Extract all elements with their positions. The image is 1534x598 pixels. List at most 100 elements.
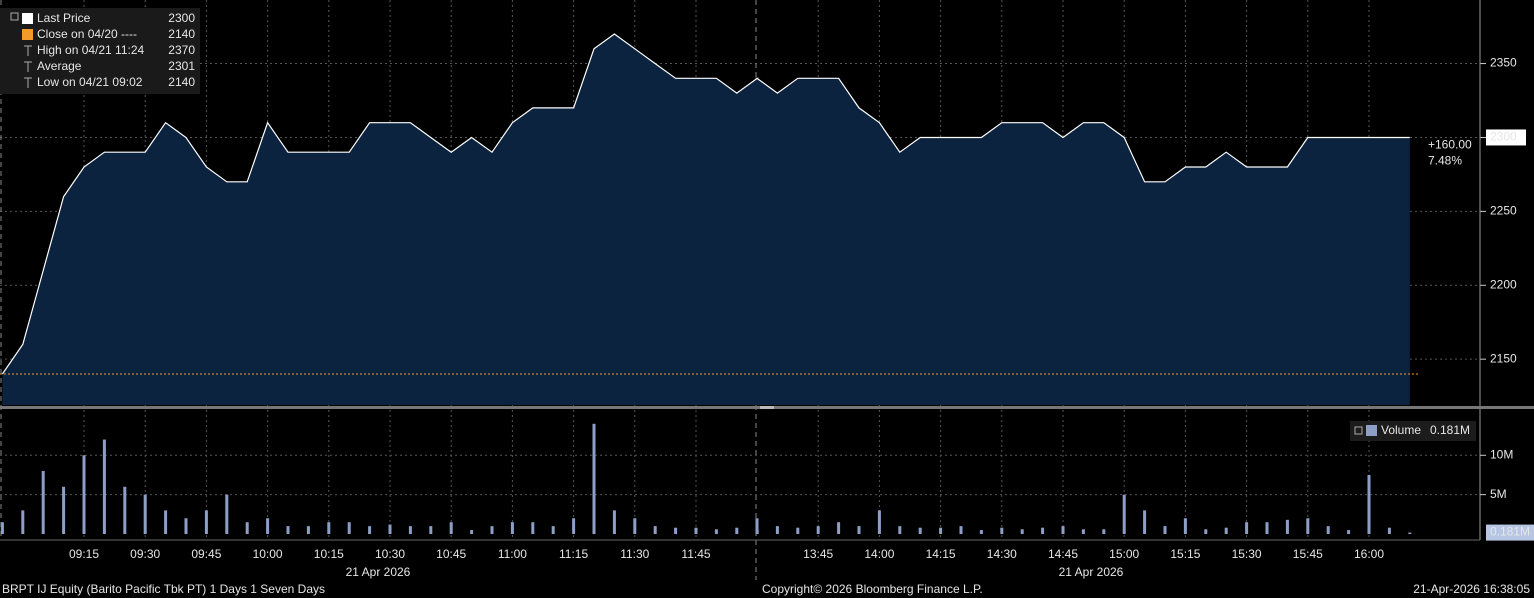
volume-bar	[1204, 529, 1208, 534]
volume-legend-name: Volume	[1381, 423, 1421, 437]
volume-bar	[510, 522, 514, 534]
volume-bar	[41, 471, 45, 534]
legend-value: 2370	[168, 43, 195, 57]
x-tick-label: 09:45	[191, 547, 221, 561]
volume-bar	[470, 530, 474, 534]
x-tick-label: 14:30	[987, 547, 1017, 561]
volume-bar	[1265, 522, 1269, 534]
x-tick-label: 15:15	[1170, 547, 1200, 561]
x-tick-label: 11:45	[681, 547, 710, 561]
volume-bar	[857, 526, 861, 534]
volume-bar	[674, 527, 678, 534]
volume-bar	[1081, 529, 1085, 534]
legend-value: 2301	[168, 59, 195, 73]
x-tick-label: 09:30	[130, 547, 160, 561]
volume-bar	[653, 526, 657, 534]
volume-bar	[1183, 518, 1187, 534]
x-tick-label: 11:30	[620, 547, 649, 561]
volume-bar	[775, 526, 779, 534]
y-tick-label: 2200	[1490, 277, 1517, 291]
volume-bar	[1041, 527, 1045, 534]
volume-bar	[898, 526, 902, 534]
x-tick-label: 14:45	[1048, 547, 1078, 561]
volume-bar	[184, 518, 188, 534]
volume-bar	[123, 486, 127, 534]
y-tick-label: 2250	[1490, 204, 1517, 218]
x-tick-label: 09:15	[69, 547, 99, 561]
volume-bar	[1102, 529, 1106, 534]
volume-bar	[327, 522, 331, 534]
x-tick-label: 11:00	[498, 547, 527, 561]
legend-label: Last Price	[37, 11, 91, 25]
volume-bar	[979, 530, 983, 534]
last-price-box	[1486, 129, 1526, 146]
price-area	[2, 34, 1410, 405]
x-tick-label: 15:00	[1109, 547, 1139, 561]
volume-bar	[796, 527, 800, 534]
volume-bar	[633, 518, 637, 534]
y-tick-label: 2300	[1490, 130, 1517, 144]
volume-bar	[1143, 510, 1147, 534]
volume-bar	[368, 526, 372, 534]
legend-icon	[24, 45, 32, 56]
legend-value: 2300	[168, 11, 195, 25]
volume-bar	[551, 526, 555, 534]
volume-bar	[347, 522, 351, 534]
x-tick-label: 15:30	[1232, 547, 1262, 561]
volume-bar	[245, 522, 249, 534]
legend-label: High on 04/21 11:24	[37, 43, 145, 57]
x-tick-label: 13:45	[803, 547, 833, 561]
volume-bar	[1408, 532, 1412, 534]
volume-bar	[1285, 519, 1289, 534]
y-tick-label: 2350	[1490, 56, 1517, 70]
legend-value: 2140	[168, 75, 195, 89]
y-tick-label: 10M	[1490, 447, 1513, 461]
volume-bar	[1326, 526, 1330, 534]
volume-bar	[531, 522, 535, 534]
legend-label: Average	[37, 59, 82, 73]
volume-bar	[939, 527, 943, 534]
legend-icon	[24, 77, 32, 88]
volume-bar	[572, 518, 576, 534]
volume-bar	[164, 510, 168, 534]
footer-left: BRPT IJ Equity (Barito Pacific Tbk PT) 1…	[2, 582, 325, 596]
volume-bar	[1367, 474, 1371, 534]
legend-icon	[24, 61, 32, 72]
date-label: 21 Apr 2026	[1059, 565, 1124, 579]
volume-bar	[266, 518, 270, 534]
volume-bar	[1163, 526, 1167, 534]
volume-bar	[225, 494, 229, 534]
x-tick-label: 10:15	[314, 547, 344, 561]
volume-bar	[102, 439, 106, 534]
x-tick-label: 14:00	[864, 547, 894, 561]
volume-bar	[735, 527, 739, 534]
x-tick-label: 11:15	[559, 547, 588, 561]
volume-bar	[1245, 522, 1249, 534]
volume-bar	[755, 518, 759, 534]
volume-legend-swatch	[1366, 425, 1377, 436]
volume-bar	[694, 527, 698, 534]
volume-bar	[388, 524, 392, 534]
volume-bar	[1000, 527, 1004, 534]
volume-bar	[449, 522, 453, 534]
legend-swatch	[22, 13, 33, 24]
volume-legend-toggle	[1354, 426, 1363, 435]
volume-bar	[1122, 494, 1126, 534]
separator-handle	[760, 406, 774, 409]
x-tick-label: 16:00	[1354, 547, 1384, 561]
volume-bar	[1347, 530, 1351, 534]
volume-bar	[306, 526, 310, 534]
volume-legend-value: 0.181M	[1430, 423, 1470, 437]
x-tick-label: 10:45	[436, 547, 466, 561]
volume-bar	[1020, 529, 1024, 534]
volume-bar	[490, 526, 494, 534]
legend-swatch	[22, 29, 33, 40]
y-tick-label: 5M	[1490, 487, 1507, 501]
volume-bar	[143, 494, 147, 534]
volume-bar	[1387, 527, 1391, 534]
legend-box	[0, 8, 200, 94]
legend-toggle	[10, 12, 19, 21]
change-value: +160.00	[1428, 138, 1472, 152]
volume-bar	[877, 510, 881, 534]
change-percent: 7.48%	[1428, 154, 1462, 168]
